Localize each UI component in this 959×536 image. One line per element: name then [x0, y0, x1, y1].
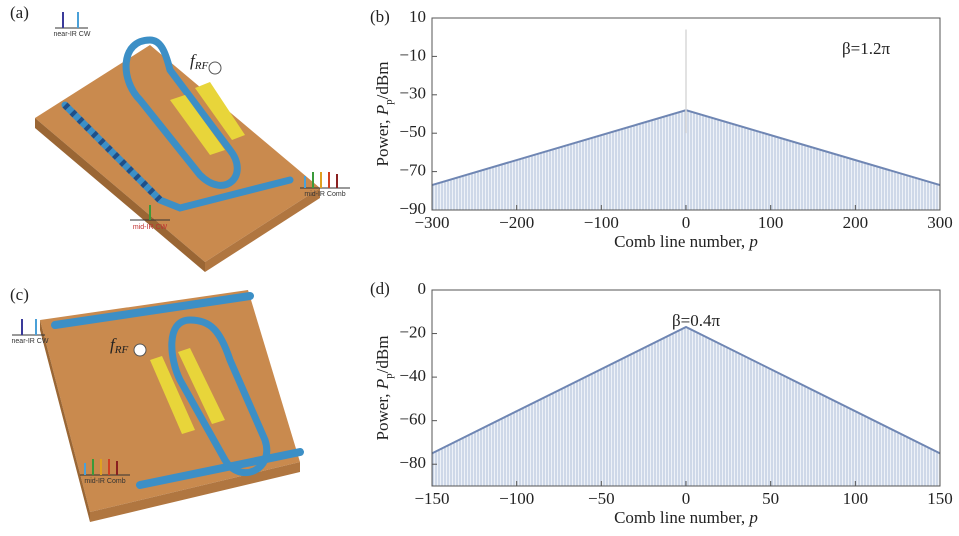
panel-label: (d)	[370, 279, 390, 298]
x-tick-label: 200	[843, 213, 869, 232]
rf-label: f	[110, 335, 117, 354]
panel-label: (b)	[370, 7, 390, 26]
x-tick-label: −300	[414, 213, 449, 232]
substrate	[35, 45, 320, 262]
rf-label: f	[190, 51, 197, 70]
y-axis-label: Power, Pp/dBm	[373, 62, 395, 167]
x-axis-label: Comb line number,	[614, 508, 749, 527]
x-tick-label: 100	[758, 213, 784, 232]
diagram-a: (a) fRF near-IR CW mid-IR Comb mid-IR CW	[10, 3, 350, 272]
x-tick-label: 50	[762, 489, 779, 508]
x-tick-label: −50	[588, 489, 615, 508]
y-tick-label: −20	[399, 322, 426, 341]
diagram-c: (c) fRF near-IR CW mid-IR Comb	[10, 285, 304, 522]
waveguide	[51, 292, 254, 329]
x-tick-label: −100	[584, 213, 619, 232]
electrode	[170, 95, 225, 155]
series-line	[431, 325, 941, 455]
panel-label: (c)	[10, 285, 29, 304]
grating	[62, 102, 163, 203]
comb-lines	[432, 110, 940, 210]
y-tick-label: 0	[418, 279, 427, 298]
x-tick-label: −150	[414, 489, 449, 508]
x-tick-label: 0	[682, 489, 691, 508]
rf-sub: RF	[114, 344, 129, 356]
x-axis-label-var: p	[748, 232, 758, 251]
substrate-side	[90, 462, 300, 522]
comb-arrows	[84, 459, 118, 475]
panel-label: (a)	[10, 3, 29, 22]
comb-arrows	[304, 172, 338, 188]
waveguide	[136, 448, 304, 489]
y-axis-label: Power,	[373, 389, 392, 440]
x-tick-label: 300	[927, 213, 953, 232]
y-axis-label-var: P	[373, 379, 392, 390]
annotation: β=0.4π	[672, 311, 720, 330]
y-tick-label: −40	[399, 366, 426, 385]
y-axis-label-sub: p	[383, 373, 395, 379]
y-axis-label-var: P	[373, 105, 392, 116]
y-tick-label: −90	[399, 199, 426, 218]
pump-label: near-IR CW	[12, 338, 49, 345]
y-tick-label: 10	[409, 7, 426, 26]
y-axis-label-unit: /dBm	[373, 62, 392, 100]
x-axis-label: Comb line number, p	[614, 508, 758, 527]
y-tick-label: −80	[399, 453, 426, 472]
substrate-side	[35, 118, 205, 272]
substrate-side	[40, 320, 90, 522]
substrate-side	[205, 188, 320, 272]
y-axis-label-sub: p	[383, 99, 395, 105]
aux-label: mid-IR CW	[133, 224, 168, 231]
x-tick-label: 0	[682, 213, 691, 232]
y-axis-label-unit: /dBm	[373, 336, 392, 374]
comb-lines	[432, 327, 940, 486]
y-axis-label: Power,	[373, 115, 392, 166]
y-tick-label: −60	[399, 410, 426, 429]
rf-source	[133, 343, 147, 357]
waveguide	[61, 101, 294, 212]
ring	[122, 36, 241, 189]
rf-sub: RF	[194, 60, 209, 72]
y-tick-label: −10	[399, 45, 426, 64]
x-tick-label: −100	[499, 489, 534, 508]
electrode	[178, 348, 225, 424]
y-tick-label: −30	[399, 84, 426, 103]
x-axis-label-var: p	[748, 508, 758, 527]
y-tick-label: −50	[399, 122, 426, 141]
x-axis-label: Comb line number,	[614, 232, 749, 251]
electrode	[195, 82, 245, 140]
x-axis-label: Comb line number, p	[614, 232, 758, 251]
rf-source	[208, 61, 222, 75]
annotation: β=1.2π	[842, 39, 890, 58]
rf-label: fRF	[190, 51, 208, 72]
x-tick-label: 100	[843, 489, 869, 508]
pump-label: near-IR CW	[54, 31, 91, 38]
x-tick-label: −200	[499, 213, 534, 232]
y-tick-label: −70	[399, 161, 426, 180]
rf-label: fRF	[110, 335, 128, 356]
output-label: mid-IR Comb	[304, 191, 345, 198]
y-axis-label: Power, Pp/dBm	[373, 336, 395, 441]
x-tick-label: 150	[927, 489, 953, 508]
output-label: mid-IR Comb	[84, 478, 125, 485]
ring	[168, 316, 271, 476]
electrode	[150, 356, 195, 434]
